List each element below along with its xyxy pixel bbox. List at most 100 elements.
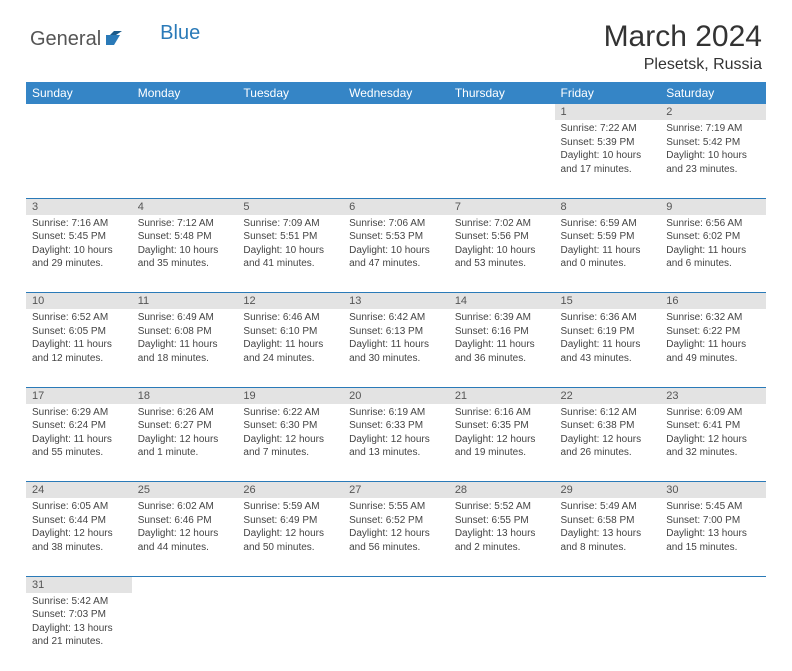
sunrise-line: Sunrise: 6:39 AM <box>455 311 549 325</box>
daylight-line: Daylight: 10 hours <box>349 244 443 258</box>
day-cell <box>132 593 238 671</box>
sunrise-line: Sunrise: 5:42 AM <box>32 595 126 609</box>
sunset-line: Sunset: 5:56 PM <box>455 230 549 244</box>
sunset-line: Sunset: 7:00 PM <box>666 514 760 528</box>
sunrise-line: Sunrise: 6:42 AM <box>349 311 443 325</box>
sunrise-line: Sunrise: 5:49 AM <box>561 500 655 514</box>
day-number-cell: 8 <box>555 198 661 215</box>
day-number-cell <box>343 576 449 593</box>
day-details: Sunrise: 6:26 AMSunset: 6:27 PMDaylight:… <box>132 404 238 464</box>
sunset-line: Sunset: 6:27 PM <box>138 419 232 433</box>
day-number-cell: 23 <box>660 387 766 404</box>
daylight-line: Daylight: 12 hours <box>349 527 443 541</box>
day-number-cell: 5 <box>237 198 343 215</box>
brand-logo: General Blue <box>30 20 200 51</box>
day-details: Sunrise: 7:12 AMSunset: 5:48 PMDaylight:… <box>132 215 238 275</box>
day-number-row: 24252627282930 <box>26 482 766 499</box>
day-details: Sunrise: 5:59 AMSunset: 6:49 PMDaylight:… <box>237 498 343 558</box>
sunrise-line: Sunrise: 7:06 AM <box>349 217 443 231</box>
day-number-cell: 16 <box>660 293 766 310</box>
weekday-header: Wednesday <box>343 82 449 104</box>
daylight-line: and 43 minutes. <box>561 352 655 366</box>
sunrise-line: Sunrise: 6:22 AM <box>243 406 337 420</box>
sunset-line: Sunset: 6:46 PM <box>138 514 232 528</box>
sunrise-line: Sunrise: 5:55 AM <box>349 500 443 514</box>
day-cell: Sunrise: 7:19 AMSunset: 5:42 PMDaylight:… <box>660 120 766 198</box>
day-number-cell: 24 <box>26 482 132 499</box>
daylight-line: Daylight: 11 hours <box>349 338 443 352</box>
daylight-line: Daylight: 11 hours <box>32 433 126 447</box>
day-number-cell: 30 <box>660 482 766 499</box>
day-cell: Sunrise: 6:05 AMSunset: 6:44 PMDaylight:… <box>26 498 132 576</box>
sunset-line: Sunset: 6:05 PM <box>32 325 126 339</box>
day-cell: Sunrise: 6:46 AMSunset: 6:10 PMDaylight:… <box>237 309 343 387</box>
daylight-line: and 26 minutes. <box>561 446 655 460</box>
day-cell: Sunrise: 6:56 AMSunset: 6:02 PMDaylight:… <box>660 215 766 293</box>
day-details: Sunrise: 5:45 AMSunset: 7:00 PMDaylight:… <box>660 498 766 558</box>
sunset-line: Sunset: 5:59 PM <box>561 230 655 244</box>
day-cell: Sunrise: 7:22 AMSunset: 5:39 PMDaylight:… <box>555 120 661 198</box>
daylight-line: and 0 minutes. <box>561 257 655 271</box>
day-number-cell: 20 <box>343 387 449 404</box>
day-cell <box>449 120 555 198</box>
sunset-line: Sunset: 6:10 PM <box>243 325 337 339</box>
daylight-line: and 17 minutes. <box>561 163 655 177</box>
daylight-line: Daylight: 12 hours <box>138 527 232 541</box>
month-title: March 2024 <box>604 20 762 54</box>
sunset-line: Sunset: 6:35 PM <box>455 419 549 433</box>
day-details: Sunrise: 6:49 AMSunset: 6:08 PMDaylight:… <box>132 309 238 369</box>
location: Plesetsk, Russia <box>604 56 762 74</box>
daylight-line: Daylight: 13 hours <box>666 527 760 541</box>
sunset-line: Sunset: 5:39 PM <box>561 136 655 150</box>
daylight-line: Daylight: 11 hours <box>455 338 549 352</box>
day-cell: Sunrise: 7:12 AMSunset: 5:48 PMDaylight:… <box>132 215 238 293</box>
day-details: Sunrise: 6:05 AMSunset: 6:44 PMDaylight:… <box>26 498 132 558</box>
title-block: March 2024 Plesetsk, Russia <box>604 20 762 74</box>
weekday-header: Friday <box>555 82 661 104</box>
daylight-line: and 8 minutes. <box>561 541 655 555</box>
sunset-line: Sunset: 6:30 PM <box>243 419 337 433</box>
day-cell: Sunrise: 5:45 AMSunset: 7:00 PMDaylight:… <box>660 498 766 576</box>
daylight-line: Daylight: 12 hours <box>243 527 337 541</box>
day-cell: Sunrise: 5:55 AMSunset: 6:52 PMDaylight:… <box>343 498 449 576</box>
day-number-cell: 9 <box>660 198 766 215</box>
calendar-table: Sunday Monday Tuesday Wednesday Thursday… <box>26 82 766 671</box>
day-number-cell: 15 <box>555 293 661 310</box>
sunrise-line: Sunrise: 6:52 AM <box>32 311 126 325</box>
day-number-cell: 14 <box>449 293 555 310</box>
day-details: Sunrise: 6:32 AMSunset: 6:22 PMDaylight:… <box>660 309 766 369</box>
day-cell: Sunrise: 6:12 AMSunset: 6:38 PMDaylight:… <box>555 404 661 482</box>
sunset-line: Sunset: 6:52 PM <box>349 514 443 528</box>
day-cell <box>237 593 343 671</box>
daylight-line: and 23 minutes. <box>666 163 760 177</box>
daylight-line: Daylight: 10 hours <box>243 244 337 258</box>
sunrise-line: Sunrise: 7:16 AM <box>32 217 126 231</box>
day-details: Sunrise: 7:02 AMSunset: 5:56 PMDaylight:… <box>449 215 555 275</box>
day-details: Sunrise: 7:06 AMSunset: 5:53 PMDaylight:… <box>343 215 449 275</box>
day-cell: Sunrise: 6:39 AMSunset: 6:16 PMDaylight:… <box>449 309 555 387</box>
daylight-line: and 6 minutes. <box>666 257 760 271</box>
weekday-header: Saturday <box>660 82 766 104</box>
day-cell: Sunrise: 6:36 AMSunset: 6:19 PMDaylight:… <box>555 309 661 387</box>
day-number-cell: 18 <box>132 387 238 404</box>
day-number-cell <box>237 576 343 593</box>
day-number-row: 3456789 <box>26 198 766 215</box>
daylight-line: and 19 minutes. <box>455 446 549 460</box>
daylight-line: Daylight: 13 hours <box>32 622 126 636</box>
day-number-cell <box>449 104 555 120</box>
daylight-line: and 44 minutes. <box>138 541 232 555</box>
sunrise-line: Sunrise: 7:09 AM <box>243 217 337 231</box>
day-content-row: Sunrise: 6:52 AMSunset: 6:05 PM Daylight:… <box>26 309 766 387</box>
daylight-line: and 56 minutes. <box>349 541 443 555</box>
daylight-line: Daylight: 11 hours <box>666 338 760 352</box>
day-number-cell: 31 <box>26 576 132 593</box>
sunset-line: Sunset: 5:48 PM <box>138 230 232 244</box>
day-cell: Sunrise: 6:32 AMSunset: 6:22 PMDaylight:… <box>660 309 766 387</box>
daylight-line: Daylight: 13 hours <box>561 527 655 541</box>
daylight-line: Daylight: 12 hours <box>666 433 760 447</box>
daylight-line: Daylight: 10 hours <box>561 149 655 163</box>
daylight-line: Daylight: 12 hours <box>138 433 232 447</box>
day-details: Sunrise: 6:52 AMSunset: 6:05 PMDaylight:… <box>26 309 132 369</box>
daylight-line: and 12 minutes. <box>32 352 126 366</box>
day-number-cell <box>449 576 555 593</box>
